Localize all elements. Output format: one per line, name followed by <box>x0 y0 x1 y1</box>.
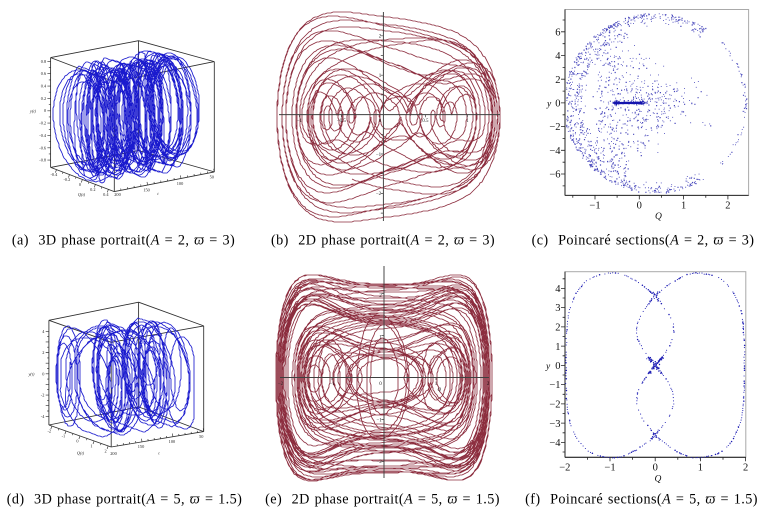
svg-text:2: 2 <box>42 350 44 355</box>
svg-text:150: 150 <box>143 187 149 192</box>
svg-text:−4: −4 <box>549 438 561 449</box>
svg-text:2: 2 <box>379 294 382 299</box>
svg-text:−0.5: −0.5 <box>337 119 347 124</box>
svg-text:-4: -4 <box>41 414 45 419</box>
svg-text:t: t <box>157 191 159 196</box>
svg-text:2: 2 <box>487 382 490 387</box>
svg-text:0: 0 <box>76 439 78 444</box>
svg-text:−1: −1 <box>329 382 335 387</box>
svg-text:Q(t): Q(t) <box>78 192 86 197</box>
svg-text:50: 50 <box>210 175 214 180</box>
svg-text:0.2: 0.2 <box>41 96 46 101</box>
svg-text:2: 2 <box>743 462 748 473</box>
svg-text:−2: −2 <box>549 400 560 411</box>
svg-text:3: 3 <box>555 303 560 314</box>
svg-text:y: y <box>546 100 552 110</box>
svg-text:0.5: 0.5 <box>422 119 429 124</box>
svg-text:0.4: 0.4 <box>41 84 47 89</box>
svg-text:−1: −1 <box>376 418 382 423</box>
svg-text:50: 50 <box>199 434 203 439</box>
svg-text:y: y <box>545 362 551 372</box>
svg-text:6: 6 <box>555 27 560 38</box>
svg-text:1: 1 <box>698 462 703 473</box>
svg-text:1: 1 <box>555 342 560 353</box>
svg-text:−2: −2 <box>549 122 560 133</box>
svg-text:-0.4: -0.4 <box>50 172 58 177</box>
svg-text:4: 4 <box>42 329 45 334</box>
svg-text:−4: −4 <box>549 146 561 157</box>
svg-text:−2: −2 <box>278 382 284 387</box>
svg-text:-2: -2 <box>41 393 45 398</box>
svg-text:200: 200 <box>110 451 116 456</box>
svg-text:y(t): y(t) <box>29 108 37 113</box>
svg-text:-0.8: -0.8 <box>39 158 46 163</box>
svg-text:1: 1 <box>466 119 469 124</box>
svg-text:150: 150 <box>138 444 144 449</box>
svg-text:1: 1 <box>90 444 92 449</box>
svg-text:2: 2 <box>725 201 730 212</box>
svg-text:-2: -2 <box>48 429 52 434</box>
svg-text:−2: −2 <box>376 460 382 465</box>
svg-text:0: 0 <box>79 182 81 187</box>
svg-text:−6: −6 <box>549 170 560 181</box>
svg-text:2: 2 <box>555 323 560 334</box>
svg-text:0.8: 0.8 <box>41 59 46 64</box>
svg-text:Q(t): Q(t) <box>77 451 85 456</box>
svg-text:-0.2: -0.2 <box>63 177 70 182</box>
svg-text:0.2: 0.2 <box>90 187 95 192</box>
svg-text:−3: −3 <box>549 419 560 430</box>
svg-text:-0.6: -0.6 <box>39 145 47 150</box>
svg-text:−1: −1 <box>604 462 615 473</box>
svg-text:Q: Q <box>438 388 442 393</box>
svg-text:−1: −1 <box>549 380 560 391</box>
svg-text:−1: −1 <box>589 201 600 212</box>
svg-text:0: 0 <box>379 119 382 124</box>
svg-text:1: 1 <box>435 382 438 387</box>
svg-text:Q: Q <box>655 212 662 222</box>
svg-text:100: 100 <box>177 181 183 186</box>
svg-text:t: t <box>158 451 160 456</box>
svg-text:−2: −2 <box>559 462 570 473</box>
svg-text:0.4: 0.4 <box>103 192 109 197</box>
svg-text:Q: Q <box>655 475 662 485</box>
svg-text:−1: −1 <box>297 119 303 124</box>
svg-text:1: 1 <box>379 335 382 340</box>
svg-text:0: 0 <box>637 201 642 212</box>
svg-text:−2: −2 <box>376 192 382 197</box>
svg-text:0: 0 <box>555 361 560 372</box>
svg-text:1: 1 <box>379 74 382 79</box>
svg-text:0: 0 <box>44 108 46 113</box>
svg-text:0.6: 0.6 <box>41 71 47 76</box>
svg-text:−1: −1 <box>376 153 382 158</box>
svg-text:0: 0 <box>555 99 560 110</box>
svg-text:4: 4 <box>555 51 561 62</box>
svg-text:-0.4: -0.4 <box>39 133 47 138</box>
svg-text:100: 100 <box>169 439 175 444</box>
svg-text:4: 4 <box>555 284 561 295</box>
svg-text:0: 0 <box>379 382 382 387</box>
svg-text:-0.2: -0.2 <box>39 121 46 126</box>
svg-text:0: 0 <box>42 371 44 376</box>
svg-text:0: 0 <box>653 462 658 473</box>
svg-text:-1: -1 <box>62 434 66 439</box>
svg-text:2: 2 <box>379 35 382 40</box>
svg-text:1: 1 <box>681 201 686 212</box>
svg-text:2: 2 <box>105 448 107 453</box>
svg-text:2: 2 <box>555 75 560 86</box>
svg-text:y(t): y(t) <box>28 372 36 377</box>
svg-text:200: 200 <box>114 192 120 197</box>
